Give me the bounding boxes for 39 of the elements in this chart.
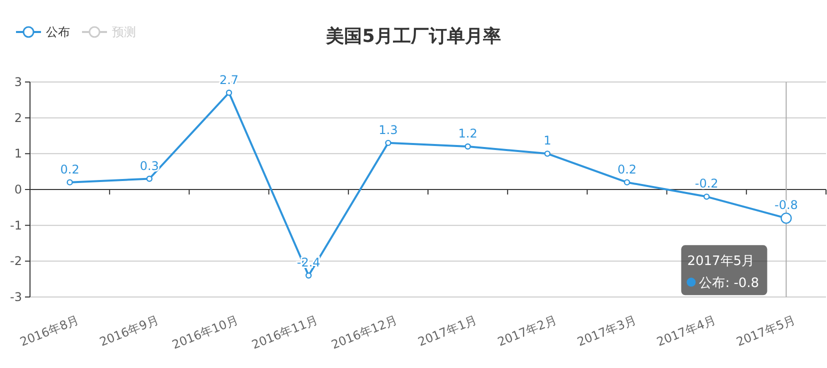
point <box>226 90 232 96</box>
data-label: -0.8 <box>774 198 798 212</box>
y-tick-label: 2 <box>14 110 22 125</box>
chart-title: 美国5月工厂订单月率 <box>325 26 501 47</box>
point <box>146 176 152 182</box>
y-tick-label: 3 <box>14 75 22 89</box>
x-tick-label: 2017年3月 <box>575 312 638 350</box>
point <box>306 272 312 279</box>
x-tick-label: 2016年12月 <box>329 312 400 352</box>
point <box>385 140 392 146</box>
y-tick-label: 1 <box>14 146 22 161</box>
data-label: 0.2 <box>617 162 637 176</box>
data-label: -0.2 <box>694 176 718 191</box>
y-tick-label: 0 <box>14 182 22 196</box>
point <box>544 150 550 157</box>
data-label: 0.2 <box>60 162 80 176</box>
x-tick-label: 2016年10月 <box>170 312 240 352</box>
legend-label: 公布 <box>46 25 70 39</box>
x-tick-label: 2017年5月 <box>734 312 798 350</box>
point <box>624 179 630 186</box>
data-label: 1.3 <box>378 122 398 137</box>
x-tick-label: 2016年11月 <box>250 312 320 352</box>
data-label: 1.2 <box>458 126 478 140</box>
point <box>704 194 710 200</box>
x-tick-label: 2016年8月 <box>18 312 81 350</box>
x-tick-label: 2016年9月 <box>98 312 161 350</box>
y-tick-label: -3 <box>10 290 22 304</box>
data-label: 1 <box>544 134 552 148</box>
data-label: 0.3 <box>140 158 159 173</box>
annotation: 公布: -0.8 <box>699 276 760 292</box>
data-label: 2.7 <box>219 72 239 87</box>
point <box>66 179 73 186</box>
x-tick-label: 2017年2月 <box>496 312 559 350</box>
point <box>464 143 471 150</box>
x-tick-label: 2017年1月 <box>416 312 479 350</box>
y-tick-label: -2 <box>10 254 22 268</box>
annotation: 2017年5月 <box>687 254 755 270</box>
y-tick-label: -1 <box>10 218 22 232</box>
x-tick-label: 2017年4月 <box>654 312 718 350</box>
